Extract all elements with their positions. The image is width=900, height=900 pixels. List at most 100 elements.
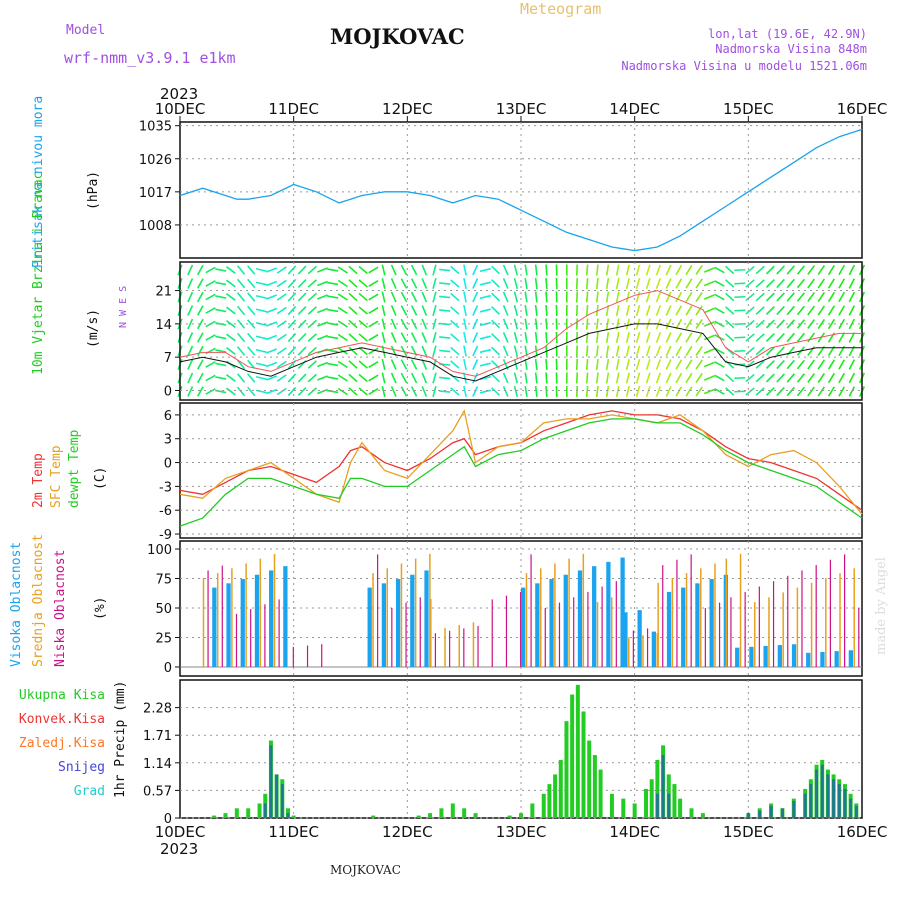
wind-barb [327,322,339,326]
precip-bar-total [632,803,637,818]
wind-barb [205,374,216,382]
precip-bar-total [223,813,228,818]
precip-bar-total [416,815,421,818]
wind-barb [725,373,735,383]
precip-bar-snow [826,774,830,818]
wind-barb [714,374,725,382]
wind-barb [755,387,765,396]
wind-barb [714,361,725,368]
wind-barb [615,385,620,398]
wind-barb [585,372,589,384]
wind-barb [368,360,379,369]
wind-barb [776,386,785,397]
wind-barb [807,292,815,302]
wind-barb [786,373,795,383]
wind-barb [685,345,693,357]
meteogram-label: Meteogram [520,0,601,18]
wind-barb [776,359,785,370]
precip-bar-total [649,779,654,818]
wind-barb [765,279,775,288]
cloud-bar-low [505,595,508,667]
wind-barb [450,306,460,315]
wind-barb [491,373,501,383]
wind-barb [450,360,460,369]
cloud-bar-mid [582,553,585,667]
cloud-bar-high [709,579,714,667]
cloud-bar-mid [554,563,556,667]
pressure-title: Pritisak na nivou mora [31,96,46,268]
cloud-bar-low [829,559,831,667]
wind-barb [368,387,379,396]
wind-barb [358,279,368,288]
wind-barb [645,359,651,370]
wind-barb [410,332,418,343]
wind-barb [439,336,451,339]
wind-barb [287,305,297,316]
wind-barb [703,307,715,314]
wind-barb [255,335,267,340]
wind-barb [615,291,620,303]
wind-barb [635,372,641,384]
wind-barb [266,361,278,368]
cloud-bar-mid [782,592,784,667]
wind-barb [266,280,278,287]
cloud-bar-high [848,650,854,667]
wind-barb [215,295,227,299]
wind-barb [625,304,630,317]
wind-barb [615,331,620,344]
precip-bar-snow [661,755,665,818]
cloud-bar-mid [400,563,403,667]
wind-barb [765,265,775,275]
cloud-bar-mid [202,577,205,667]
wind-barb [358,387,368,396]
elevation-label: Nadmorska Visina 848m [715,42,867,56]
wind-barb [655,264,662,276]
wind-barb [625,318,630,330]
cloud-bar-high [623,612,628,667]
wind-barb [685,278,693,289]
wind-barb [695,305,703,316]
precip-bar-snow [803,793,807,818]
wind-barb [226,320,236,328]
precip-bar-total [428,813,433,818]
wind-barb [439,295,451,299]
precip-bar-total [462,808,467,818]
wind-barb [675,386,683,397]
wind-barb [390,291,397,303]
wind-barb [287,292,297,302]
cloud-bar-mid [825,577,827,667]
cloud-bar-low [520,591,522,667]
wind-barb [255,362,267,367]
cloud-bar-mid [273,553,276,667]
wind-barb [765,292,775,302]
wind-barb [287,346,297,356]
wind-barb [755,319,765,329]
wind-barb [337,360,348,369]
cloud-bar-high [606,561,611,667]
temp-legend-label: 2m Temp [31,453,46,508]
wind-barb [595,277,599,290]
wind-barb [337,387,348,396]
cloud-bar-low [434,633,437,667]
wind-barb [348,346,358,356]
wind-barb [585,277,589,290]
precip-bar-total [655,759,660,818]
wind-barb [450,292,460,302]
wind-barb [368,347,379,355]
wind-barb [725,333,735,342]
precip-bar-total [291,815,296,818]
wind-barb [368,266,379,274]
wind-barb [534,331,538,344]
wind-barb [675,359,683,370]
wind-barb [297,332,307,343]
wind-ytick-label: 14 [155,318,172,333]
wind-barb [381,277,386,290]
wind-barb [595,331,599,344]
wind-barb [479,362,491,367]
wind-barb [287,332,297,343]
wind-barb [463,385,467,398]
wind-barb [432,291,437,303]
wind-barb [605,385,610,398]
wind-barb [479,308,491,313]
wind-barb [665,386,672,397]
